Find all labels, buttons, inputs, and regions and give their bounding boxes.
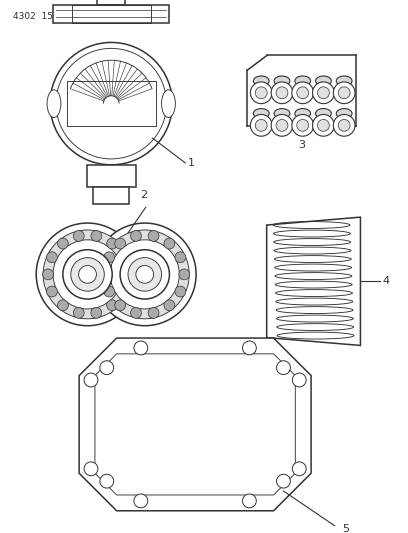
- Circle shape: [115, 238, 126, 249]
- Circle shape: [58, 238, 69, 249]
- FancyBboxPatch shape: [86, 165, 136, 187]
- Circle shape: [79, 265, 96, 283]
- Text: 2: 2: [140, 190, 147, 200]
- Circle shape: [317, 87, 329, 99]
- Circle shape: [175, 286, 186, 297]
- Circle shape: [338, 87, 350, 99]
- Circle shape: [242, 494, 256, 508]
- Circle shape: [84, 462, 98, 476]
- Circle shape: [47, 286, 58, 297]
- Text: 1: 1: [188, 158, 195, 168]
- Text: 3: 3: [298, 140, 305, 150]
- Circle shape: [134, 341, 148, 355]
- Circle shape: [136, 265, 154, 283]
- Circle shape: [179, 269, 190, 280]
- FancyBboxPatch shape: [67, 82, 155, 126]
- Ellipse shape: [162, 90, 175, 117]
- Circle shape: [93, 223, 196, 326]
- Circle shape: [128, 257, 162, 291]
- Circle shape: [277, 361, 290, 375]
- Circle shape: [293, 373, 306, 387]
- Circle shape: [292, 115, 314, 136]
- Circle shape: [292, 82, 314, 103]
- Circle shape: [134, 494, 148, 508]
- Circle shape: [313, 82, 334, 103]
- Circle shape: [63, 250, 112, 299]
- Circle shape: [47, 252, 58, 263]
- Ellipse shape: [295, 109, 310, 118]
- Circle shape: [338, 119, 350, 131]
- Circle shape: [148, 230, 159, 241]
- Polygon shape: [95, 354, 295, 495]
- FancyBboxPatch shape: [93, 187, 129, 204]
- FancyBboxPatch shape: [53, 5, 169, 23]
- Ellipse shape: [274, 76, 290, 86]
- Circle shape: [104, 252, 115, 263]
- Ellipse shape: [295, 76, 310, 86]
- Circle shape: [100, 269, 111, 280]
- Circle shape: [251, 115, 272, 136]
- Circle shape: [84, 373, 98, 387]
- Circle shape: [73, 230, 84, 241]
- Ellipse shape: [336, 109, 352, 118]
- Polygon shape: [79, 338, 311, 511]
- Circle shape: [148, 308, 159, 318]
- Text: 4: 4: [382, 276, 389, 286]
- Circle shape: [73, 308, 84, 318]
- Circle shape: [53, 240, 122, 309]
- Text: 5: 5: [341, 523, 349, 533]
- Circle shape: [313, 115, 334, 136]
- Circle shape: [333, 115, 355, 136]
- Circle shape: [100, 474, 114, 488]
- Ellipse shape: [47, 90, 61, 117]
- Text: 4302  1500: 4302 1500: [13, 12, 64, 21]
- Ellipse shape: [253, 109, 269, 118]
- Circle shape: [271, 82, 293, 103]
- Circle shape: [317, 119, 329, 131]
- Circle shape: [120, 250, 169, 299]
- Polygon shape: [267, 217, 360, 345]
- Circle shape: [242, 341, 256, 355]
- Circle shape: [107, 300, 118, 311]
- Circle shape: [276, 87, 288, 99]
- Circle shape: [131, 230, 142, 241]
- Circle shape: [58, 300, 69, 311]
- Circle shape: [297, 87, 308, 99]
- Circle shape: [122, 269, 133, 280]
- Circle shape: [293, 462, 306, 476]
- Ellipse shape: [315, 76, 331, 86]
- Circle shape: [100, 230, 189, 319]
- Circle shape: [107, 238, 118, 249]
- Circle shape: [91, 230, 102, 241]
- Circle shape: [118, 286, 129, 297]
- Circle shape: [255, 87, 267, 99]
- Circle shape: [100, 361, 114, 375]
- Circle shape: [277, 474, 290, 488]
- FancyBboxPatch shape: [98, 0, 125, 5]
- Ellipse shape: [253, 76, 269, 86]
- Circle shape: [164, 300, 175, 311]
- Circle shape: [43, 230, 132, 319]
- Circle shape: [42, 269, 53, 280]
- Circle shape: [175, 252, 186, 263]
- Circle shape: [36, 223, 139, 326]
- Circle shape: [104, 286, 115, 297]
- Circle shape: [333, 82, 355, 103]
- Ellipse shape: [315, 109, 331, 118]
- Ellipse shape: [274, 109, 290, 118]
- Circle shape: [91, 308, 102, 318]
- Circle shape: [131, 308, 142, 318]
- Circle shape: [118, 252, 129, 263]
- Circle shape: [71, 257, 104, 291]
- Circle shape: [115, 300, 126, 311]
- Circle shape: [297, 119, 308, 131]
- Circle shape: [164, 238, 175, 249]
- Ellipse shape: [336, 76, 352, 86]
- Circle shape: [251, 82, 272, 103]
- Circle shape: [271, 115, 293, 136]
- Circle shape: [50, 43, 173, 165]
- Circle shape: [276, 119, 288, 131]
- Circle shape: [255, 119, 267, 131]
- Circle shape: [110, 240, 180, 309]
